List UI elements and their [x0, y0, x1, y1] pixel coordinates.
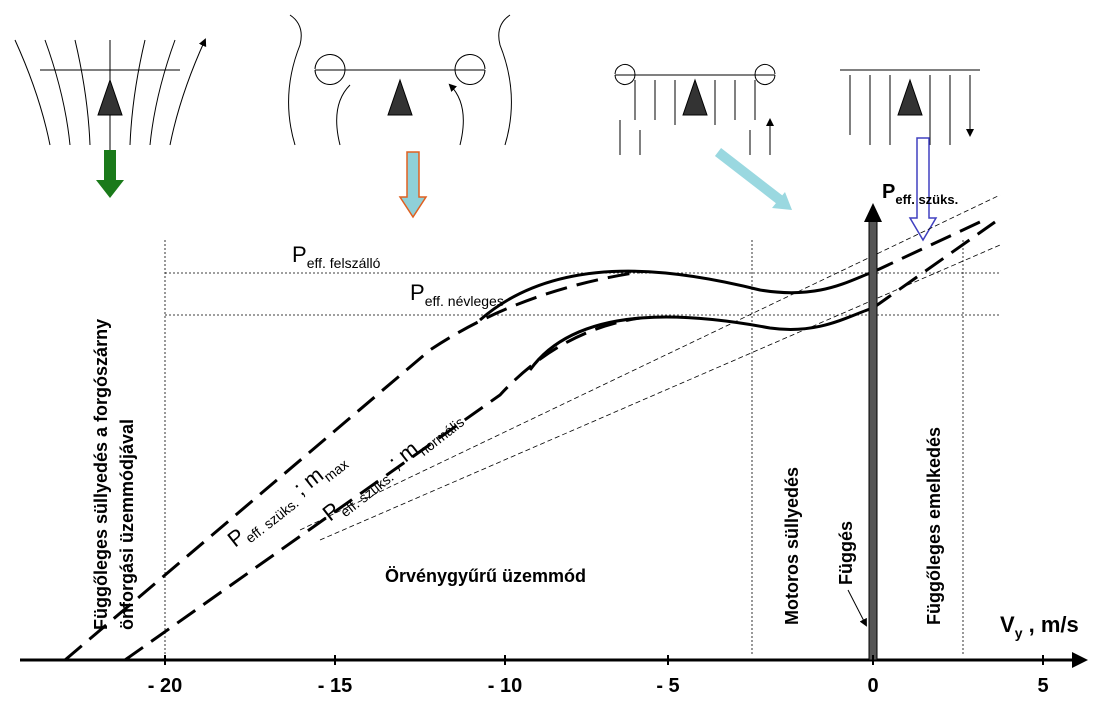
- x-tick-label: - 15: [318, 675, 352, 697]
- mode-arrows: [96, 137, 938, 242]
- x-tick-label: - 20: [148, 675, 182, 697]
- y-axis-arrow: [864, 203, 882, 222]
- y-label: Peff. szüks.: [882, 181, 958, 207]
- level-sub: eff. névleges: [425, 293, 504, 309]
- x-tick-label: 0: [867, 675, 878, 697]
- reference-lines: [299, 194, 1001, 541]
- helicopter-icons: [14, 14, 980, 155]
- region-label: Örvénygyűrű üzemmód: [385, 566, 586, 586]
- y-label-sub: eff. szüks.: [895, 192, 958, 207]
- curve-label: Peff. szüks. ; mmax: [223, 446, 352, 555]
- region-label: Függőleges süllyedés a forgószárny: [91, 319, 111, 630]
- hover-pointer: [847, 589, 867, 627]
- x-tick-label: - 10: [488, 675, 522, 697]
- level-label: Peff. felszálló: [292, 242, 381, 271]
- power-curves: [64, 220, 996, 662]
- curve-sub: eff. szüks.: [337, 469, 396, 520]
- level-main: P: [292, 242, 307, 267]
- curve-sub2: normális: [416, 414, 468, 459]
- x-tick-label: - 5: [656, 675, 679, 697]
- y-axis: [868, 214, 878, 661]
- x-label: Vy , m/s: [1000, 612, 1079, 641]
- level-sub: eff. felszálló: [307, 255, 381, 271]
- level-main: P: [410, 280, 425, 305]
- region-label: Függés: [836, 521, 856, 585]
- region-label: Motoros süllyedés: [782, 467, 802, 625]
- level-label: Peff. névleges: [410, 280, 504, 309]
- x-tick-label: 5: [1037, 675, 1048, 697]
- y-label-main: P: [882, 181, 895, 203]
- x-label-sub: y: [1015, 625, 1023, 641]
- region-label: Függőleges emelkedés: [924, 427, 944, 625]
- region-label: önforgási üzemmódjával: [117, 419, 137, 630]
- x-axis-arrow: [1072, 652, 1088, 668]
- x-label-rest: , m/s: [1022, 612, 1078, 637]
- x-label-main: V: [1000, 612, 1015, 637]
